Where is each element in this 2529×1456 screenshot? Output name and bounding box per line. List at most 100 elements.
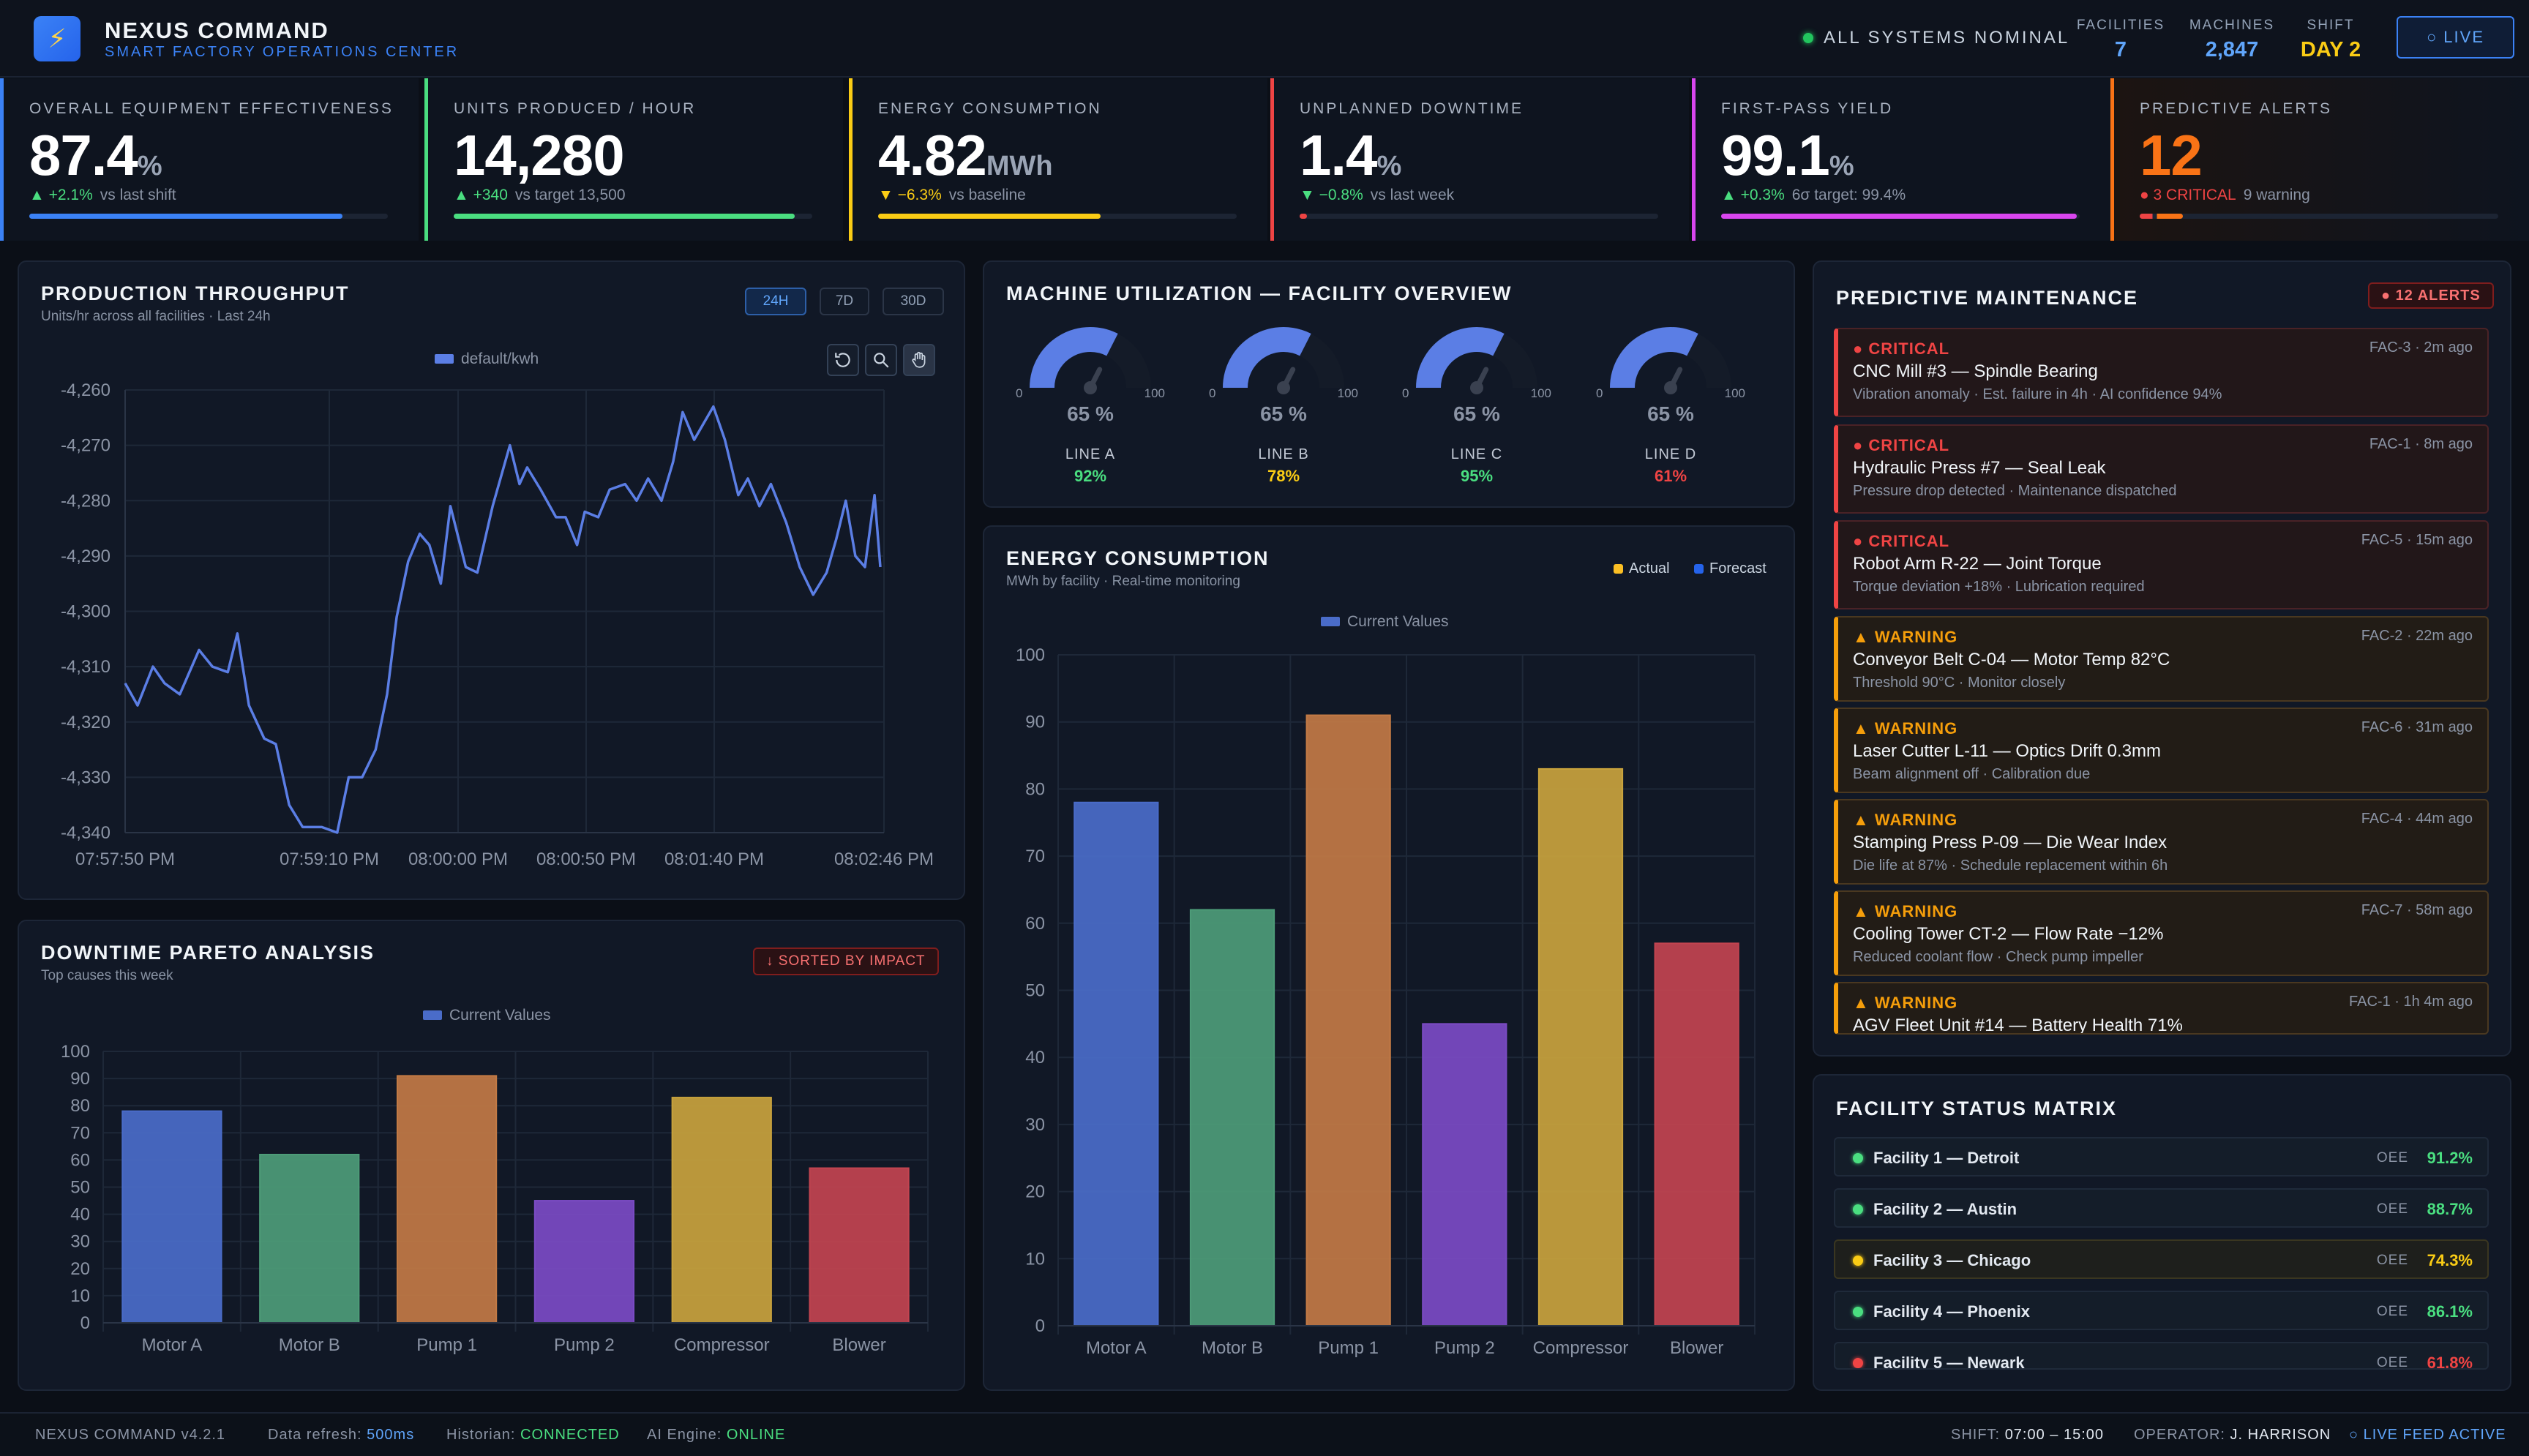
- gauge-line-label: LINE D: [1644, 446, 1697, 462]
- alert-meta: FAC-2 · 22m ago: [2361, 628, 2473, 644]
- bar-legend-label: Current Values: [449, 1007, 551, 1024]
- zoom-icon[interactable]: [865, 344, 897, 376]
- alert-severity: ▲ WARNING: [1853, 719, 1958, 738]
- bar-category-label: Pump 2: [1434, 1338, 1495, 1358]
- y-tick-label: -4,280: [61, 491, 110, 511]
- y-tick-label: -4,330: [61, 768, 110, 787]
- kpi-progress-fill: [1300, 214, 1307, 219]
- bar-motor-a[interactable]: [121, 1110, 222, 1324]
- actual-swatch: [1614, 564, 1623, 574]
- gauge-max: 100: [1531, 386, 1551, 400]
- x-tick-label: 07:57:50 PM: [75, 849, 175, 869]
- alert-title: Cooling Tower CT-2 — Flow Rate −12%: [1853, 924, 2164, 944]
- facility-oee-label: OEE: [2376, 1253, 2408, 1268]
- bar-blower[interactable]: [1654, 942, 1739, 1326]
- facility-row[interactable]: Facility 4 — Phoenix OEE 86.1%: [1834, 1291, 2489, 1330]
- facility-row[interactable]: Facility 2 — Austin OEE 88.7%: [1834, 1188, 2489, 1228]
- facility-oee-label: OEE: [2376, 1201, 2408, 1217]
- bar-pump-1[interactable]: [396, 1075, 498, 1324]
- alert-severity: ● CRITICAL: [1853, 339, 1950, 358]
- range-7d-button[interactable]: 7D: [820, 288, 869, 315]
- bar-y-tick: 80: [70, 1096, 90, 1116]
- pan-icon[interactable]: [903, 344, 935, 376]
- bar-pump-2[interactable]: [1422, 1023, 1507, 1326]
- alert-item[interactable]: ▲ WARNING FAC-1 · 1h 4m ago AGV Fleet Unit…: [1834, 982, 2489, 1035]
- throughput-panel: PRODUCTION THROUGHPUT Units/hr across al…: [18, 260, 965, 900]
- kpi-progress-track: [1721, 214, 2080, 219]
- kpi-progress-fill: [29, 214, 342, 219]
- kpi-delta-note: 6σ target: 99.4%: [1791, 187, 1906, 203]
- alert-meta: FAC-1 · 8m ago: [2369, 436, 2473, 452]
- bar-y-tick: 0: [80, 1313, 90, 1333]
- facility-title: FACILITY STATUS MATRIX: [1836, 1097, 2117, 1119]
- facility-row[interactable]: Facility 1 — Detroit OEE 91.2%: [1834, 1137, 2489, 1177]
- gauge-value-text: 65 %: [1067, 402, 1114, 425]
- facility-status-dot: [1853, 1307, 1863, 1317]
- kpi-value: 99.1%: [1721, 122, 1854, 189]
- alert-item[interactable]: ● CRITICAL FAC-3 · 2m ago CNC Mill #3 — Sp…: [1834, 328, 2489, 417]
- sorted-by-impact-badge[interactable]: ↓ SORTED BY IMPACT: [753, 947, 939, 975]
- kpi-progress-fill: [878, 214, 1101, 219]
- utilization-title: MACHINE UTILIZATION — FACILITY OVERVIEW: [1006, 282, 1513, 304]
- alert-severity: ▲ WARNING: [1853, 811, 1958, 829]
- facility-name: Facility 3 — Chicago: [1873, 1251, 2031, 1269]
- alert-title: Hydraulic Press #7 — Seal Leak: [1853, 458, 2106, 478]
- alert-description: Threshold 90°C · Monitor closely: [1853, 675, 2066, 691]
- alert-item[interactable]: ● CRITICAL FAC-1 · 8m ago Hydraulic Press …: [1834, 424, 2489, 514]
- facility-oee-value: 91.2%: [2427, 1149, 2473, 1167]
- alert-title: Laser Cutter L-11 — Optics Drift 0.3mm: [1853, 741, 2162, 761]
- bar-compressor[interactable]: [1537, 768, 1624, 1326]
- gauge-line-label: LINE C: [1450, 446, 1503, 462]
- kpi-label: PREDICTIVE ALERTS: [2140, 100, 2333, 117]
- alert-item[interactable]: ▲ WARNING FAC-6 · 31m ago Laser Cutter L-1…: [1834, 708, 2489, 793]
- bar-y-tick: 60: [70, 1150, 90, 1170]
- energy-bar-chart: Current Values 0 10 20 30 40 50 60 70 80 90 100 Moto…: [1016, 613, 1756, 1358]
- kpi-progress-track: [2140, 214, 2498, 219]
- facility-row[interactable]: Facility 5 — Newark OEE 61.8%: [1834, 1342, 2489, 1370]
- bar-pump-1[interactable]: [1305, 714, 1391, 1326]
- y-tick-label: -4,270: [61, 436, 110, 456]
- throughput-subtitle: Units/hr across all facilities · Last 24…: [41, 309, 271, 324]
- kpi-delta-note: vs target 13,500: [514, 187, 626, 203]
- pareto-panel: DOWNTIME PARETO ANALYSIS Top causes this…: [18, 920, 965, 1391]
- alert-item[interactable]: ▲ WARNING FAC-2 · 22m ago Conveyor Belt C-…: [1834, 616, 2489, 702]
- refresh-label: Data refresh:: [268, 1427, 362, 1443]
- bar-blower[interactable]: [809, 1167, 910, 1324]
- bar-y-tick: 90: [1025, 713, 1045, 732]
- bar-y-tick: 100: [61, 1042, 90, 1062]
- alert-description: Die life at 87% · Schedule replacement w…: [1853, 858, 2168, 874]
- bar-pump-2[interactable]: [533, 1200, 635, 1324]
- bolt-logo-icon: ⚡: [34, 16, 80, 61]
- bar-compressor[interactable]: [671, 1097, 772, 1324]
- energy-subtitle: MWh by facility · Real-time monitoring: [1006, 574, 1240, 589]
- gauge-utilization: 78%: [1267, 467, 1300, 485]
- kpi-label: UNITS PRODUCED / HOUR: [454, 100, 697, 117]
- alert-item[interactable]: ● CRITICAL FAC-5 · 15m ago Robot Arm R-22 …: [1834, 520, 2489, 609]
- range-24h-button[interactable]: 24H: [745, 288, 806, 315]
- bar-y-tick: 10: [1025, 1249, 1045, 1269]
- facility-name: Facility 5 — Newark: [1873, 1354, 2025, 1370]
- gauge-needle: [1668, 367, 1683, 391]
- y-tick-label: -4,310: [61, 657, 110, 677]
- alert-description: Beam alignment off · Calibration due: [1853, 766, 2091, 782]
- alert-item[interactable]: ▲ WARNING FAC-7 · 58m ago Cooling Tower CT…: [1834, 890, 2489, 976]
- kpi-delta: ▲ +0.3% 6σ target: 99.4%: [1721, 187, 1906, 204]
- range-30d-button[interactable]: 30D: [883, 288, 944, 315]
- live-button[interactable]: ○ LIVE: [2397, 16, 2514, 59]
- line-legend-swatch: [435, 354, 454, 364]
- bar-y-tick: 40: [70, 1205, 90, 1225]
- kpi-delta-value: ▼ −6.3%: [878, 187, 942, 203]
- kpi-card-oee: OVERALL EQUIPMENT EFFECTIVENESS 87.4% ▲ +2…: [0, 78, 419, 241]
- alert-item[interactable]: ▲ WARNING FAC-4 · 44m ago Stamping Press P…: [1834, 799, 2489, 885]
- alert-severity: ● CRITICAL: [1853, 436, 1950, 454]
- reset-icon[interactable]: [827, 344, 859, 376]
- y-tick-label: -4,320: [61, 713, 110, 732]
- alerts-count-badge[interactable]: ● 12 ALERTS: [2368, 282, 2494, 309]
- x-tick-label: 08:02:46 PM: [834, 849, 934, 869]
- bar-motor-b[interactable]: [259, 1153, 360, 1324]
- kpi-label: UNPLANNED DOWNTIME: [1300, 100, 1524, 117]
- bar-motor-b[interactable]: [1189, 909, 1275, 1326]
- facility-row[interactable]: Facility 3 — Chicago OEE 74.3%: [1834, 1239, 2489, 1279]
- facility-status-dot: [1853, 1256, 1863, 1266]
- bar-motor-a[interactable]: [1074, 801, 1159, 1326]
